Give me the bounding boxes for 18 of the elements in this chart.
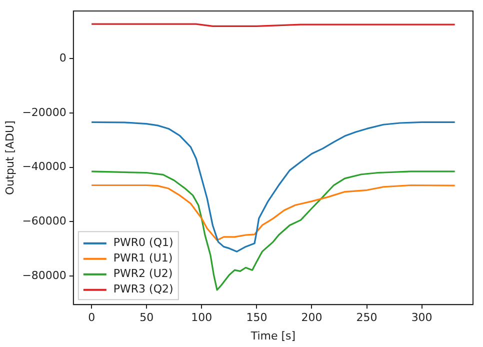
y-tick-label: 0	[59, 51, 66, 64]
y-tick-label: −40000	[22, 160, 66, 174]
y-tick-label: −20000	[22, 106, 66, 119]
y-tick-label: −60000	[22, 214, 66, 228]
legend-label: PWR3 (Q2)	[113, 282, 174, 296]
y-axis-title: Output [ADU]	[3, 120, 16, 195]
x-axis-title: Time [s]	[250, 329, 296, 342]
x-tick-label: 150	[246, 311, 268, 324]
x-tick-label: 300	[411, 311, 432, 324]
x-tick-label: 200	[301, 311, 322, 324]
x-tick-label: 250	[356, 311, 378, 324]
x-tick-label: 50	[140, 311, 154, 324]
x-tick-label: 0	[88, 311, 96, 324]
legend-label: PWR2 (U2)	[113, 267, 173, 280]
legend-label: PWR0 (Q1)	[113, 236, 174, 250]
x-tick-label: 100	[191, 311, 212, 324]
legend-label: PWR1 (U1)	[113, 252, 173, 265]
y-tick-label: −80000	[22, 268, 66, 282]
